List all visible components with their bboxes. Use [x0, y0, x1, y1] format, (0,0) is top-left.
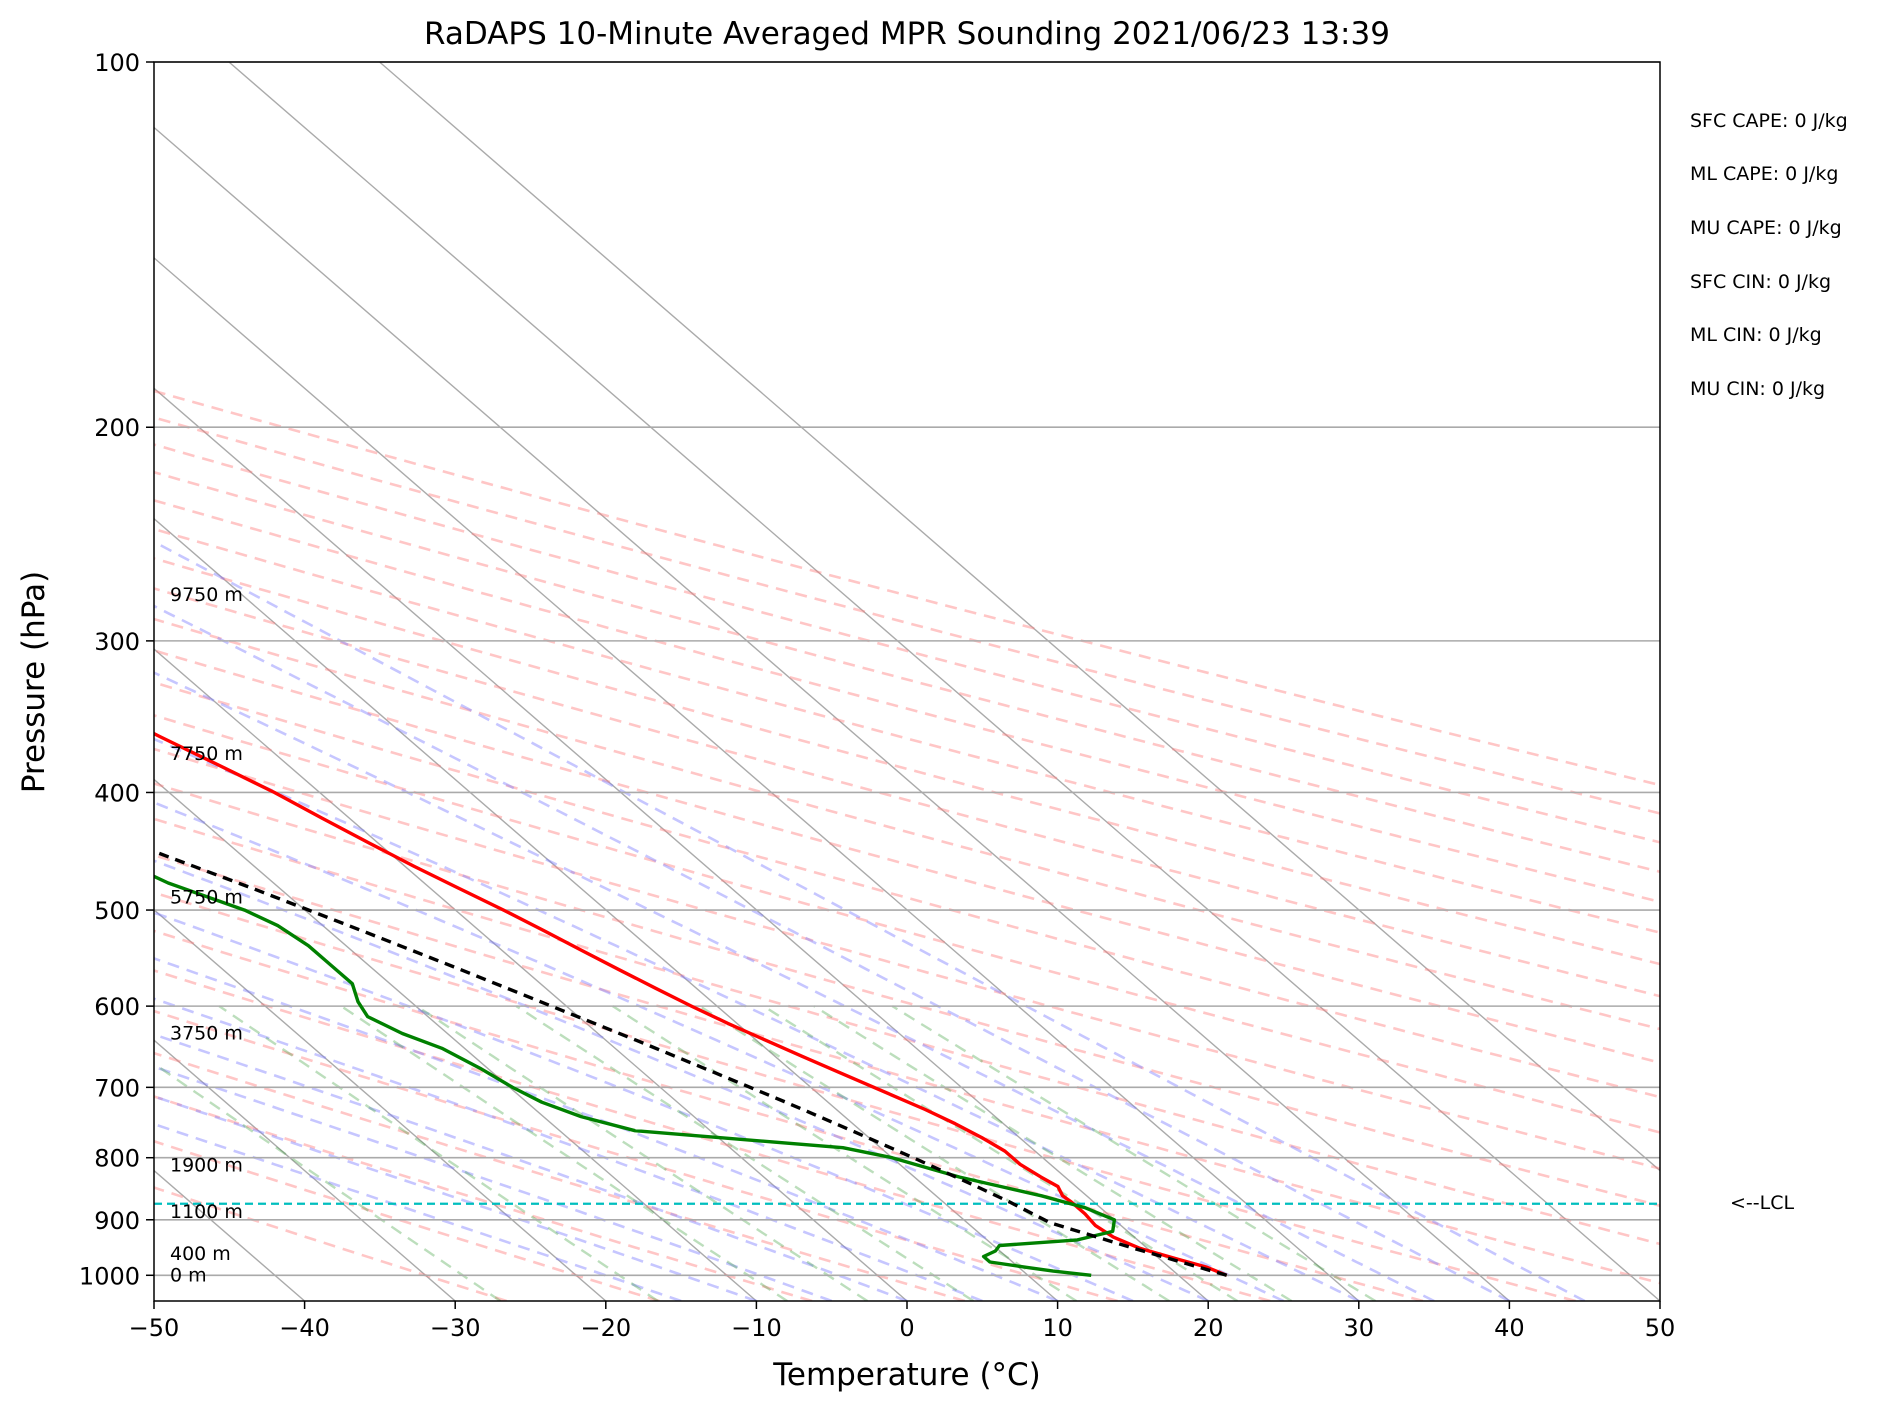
dry-adiabat-line — [154, 499, 1660, 904]
dry-adiabat-line — [154, 817, 1660, 1246]
dry-adiabat-line — [154, 891, 1576, 1301]
y-tick-label: 1000 — [79, 1262, 140, 1290]
y-tick-label: 400 — [94, 779, 140, 807]
x-tick-label: 20 — [1193, 1314, 1224, 1342]
x-tick-label: −30 — [430, 1314, 481, 1342]
isotherm-line — [154, 908, 607, 1301]
dry-adiabat-line — [154, 853, 1660, 1285]
moist-adiabat-line — [154, 604, 1510, 1301]
height-label: 1100 m — [170, 1201, 243, 1223]
moist-adiabat-line — [154, 1122, 682, 1301]
isotherm-line — [228, 62, 1660, 1301]
y-axis-label: Pressure (hPa) — [16, 571, 52, 793]
isotherm-line — [154, 1039, 456, 1301]
dry-adiabat-line — [154, 969, 1271, 1301]
x-tick-label: −10 — [731, 1314, 782, 1342]
dry-adiabat-line — [154, 649, 1660, 1065]
isotherm-line — [379, 62, 1660, 1172]
plot-frame — [153, 61, 1661, 1302]
isotherm-line — [154, 387, 1209, 1301]
dry-adiabat-line — [154, 389, 1660, 787]
y-axis: 100 200 300 400 500 600 700 800 900 1000 — [79, 49, 154, 1290]
background-lines — [0, 62, 1660, 1301]
y-tick-label: 800 — [94, 1145, 140, 1173]
pressure-grid — [154, 61, 1660, 1277]
dry-adiabat-line — [154, 1051, 966, 1301]
dry-adiabat-line — [154, 681, 1660, 1099]
dry-adiabat-line — [154, 713, 1660, 1134]
isotherm-line — [154, 517, 1059, 1301]
moist-adiabat-line — [154, 1033, 908, 1301]
x-tick-label: −50 — [129, 1314, 180, 1342]
height-label: 1900 m — [170, 1155, 243, 1177]
y-tick-label: 200 — [94, 414, 140, 442]
sfc-cin-value: SFC CIN: 0 J/kg — [1690, 271, 1832, 293]
mixing-ratio-line — [218, 1005, 659, 1301]
sfc-cape-value: SFC CAPE: 0 J/kg — [1690, 110, 1848, 132]
dry-adiabat-line — [154, 557, 1660, 966]
x-tick-label: 40 — [1494, 1314, 1525, 1342]
mixing-ratio-line — [891, 1005, 1377, 1301]
dry-adiabat-line — [154, 1186, 507, 1301]
y-tick-label: 100 — [94, 49, 140, 77]
x-tick-label: 30 — [1344, 1314, 1375, 1342]
y-tick-label: 500 — [94, 897, 140, 925]
isotherm-line — [154, 648, 908, 1301]
moist-adiabat-line — [154, 671, 1435, 1301]
dry-adiabat-line — [154, 1139, 660, 1301]
ml-cape-value: ML CAPE: 0 J/kg — [1690, 163, 1839, 185]
mixing-ratio-line — [154, 1062, 502, 1301]
chart-title: RaDAPS 10-Minute Averaged MPR Sounding 2… — [424, 16, 1390, 52]
x-tick-label: −20 — [580, 1314, 631, 1342]
moist-adiabat-line — [154, 540, 1586, 1301]
moist-adiabat-line — [154, 1095, 757, 1301]
series-layer — [154, 731, 1660, 1277]
y-tick-label: 600 — [94, 993, 140, 1021]
dry-adiabat-line — [154, 929, 1424, 1301]
isotherm-line — [0, 62, 3, 1301]
dry-adiabat-line — [154, 443, 1660, 844]
moist-adiabat-line — [154, 997, 983, 1301]
height-label: 9750 m — [170, 584, 243, 606]
mixing-ratio-line — [340, 1005, 788, 1301]
x-axis-label: Temperature (°C) — [772, 1357, 1041, 1393]
height-label: 5750 m — [170, 886, 243, 908]
lcl-label: <--LCL — [1730, 1192, 1795, 1214]
mixing-ratio-line — [813, 1005, 1293, 1301]
moist-adiabat-line — [154, 737, 1360, 1301]
y-tick-label: 300 — [94, 628, 140, 656]
x-tick-label: 50 — [1645, 1314, 1676, 1342]
mu-cin-value: MU CIN: 0 J/kg — [1690, 378, 1826, 400]
mixing-ratio-line — [699, 1005, 1170, 1301]
height-label: 7750 m — [170, 743, 243, 765]
ml-cin-value: ML CIN: 0 J/kg — [1690, 324, 1822, 346]
series-line-parcel-path — [154, 849, 1228, 1277]
moist-adiabat-line — [154, 911, 1134, 1301]
moist-adiabat-line — [154, 957, 1059, 1301]
dry-adiabat-line — [154, 1009, 1118, 1301]
height-label: 400 m — [170, 1243, 231, 1265]
y-tick-label: 700 — [94, 1074, 140, 1102]
mu-cape-value: MU CAPE: 0 J/kg — [1690, 217, 1842, 239]
x-tick-label: −40 — [279, 1314, 330, 1342]
moist-adiabat-line — [154, 859, 1209, 1301]
height-label: 0 m — [170, 1264, 207, 1286]
height-labels: 9750 m 7750 m 5750 m 3750 m 1900 m 1100 m 400 … — [170, 584, 243, 1286]
mixing-ratio-line — [415, 1005, 869, 1301]
isotherm-line — [154, 126, 1510, 1301]
y-tick-label: 900 — [94, 1207, 140, 1235]
series-line-temperature — [154, 731, 1228, 1277]
x-axis: −50 −40 −30 −20 −10 0 10 20 30 40 50 — [129, 1301, 1676, 1342]
isotherm-line — [154, 256, 1360, 1301]
mixing-ratio-line — [762, 1005, 1239, 1301]
isotherm-line — [154, 778, 757, 1301]
height-label: 3750 m — [170, 1023, 243, 1045]
mixing-ratio-line — [515, 1005, 975, 1301]
x-tick-label: 10 — [1042, 1314, 1073, 1342]
x-tick-label: 0 — [899, 1314, 914, 1342]
series-line-dewpoint — [154, 874, 1117, 1277]
